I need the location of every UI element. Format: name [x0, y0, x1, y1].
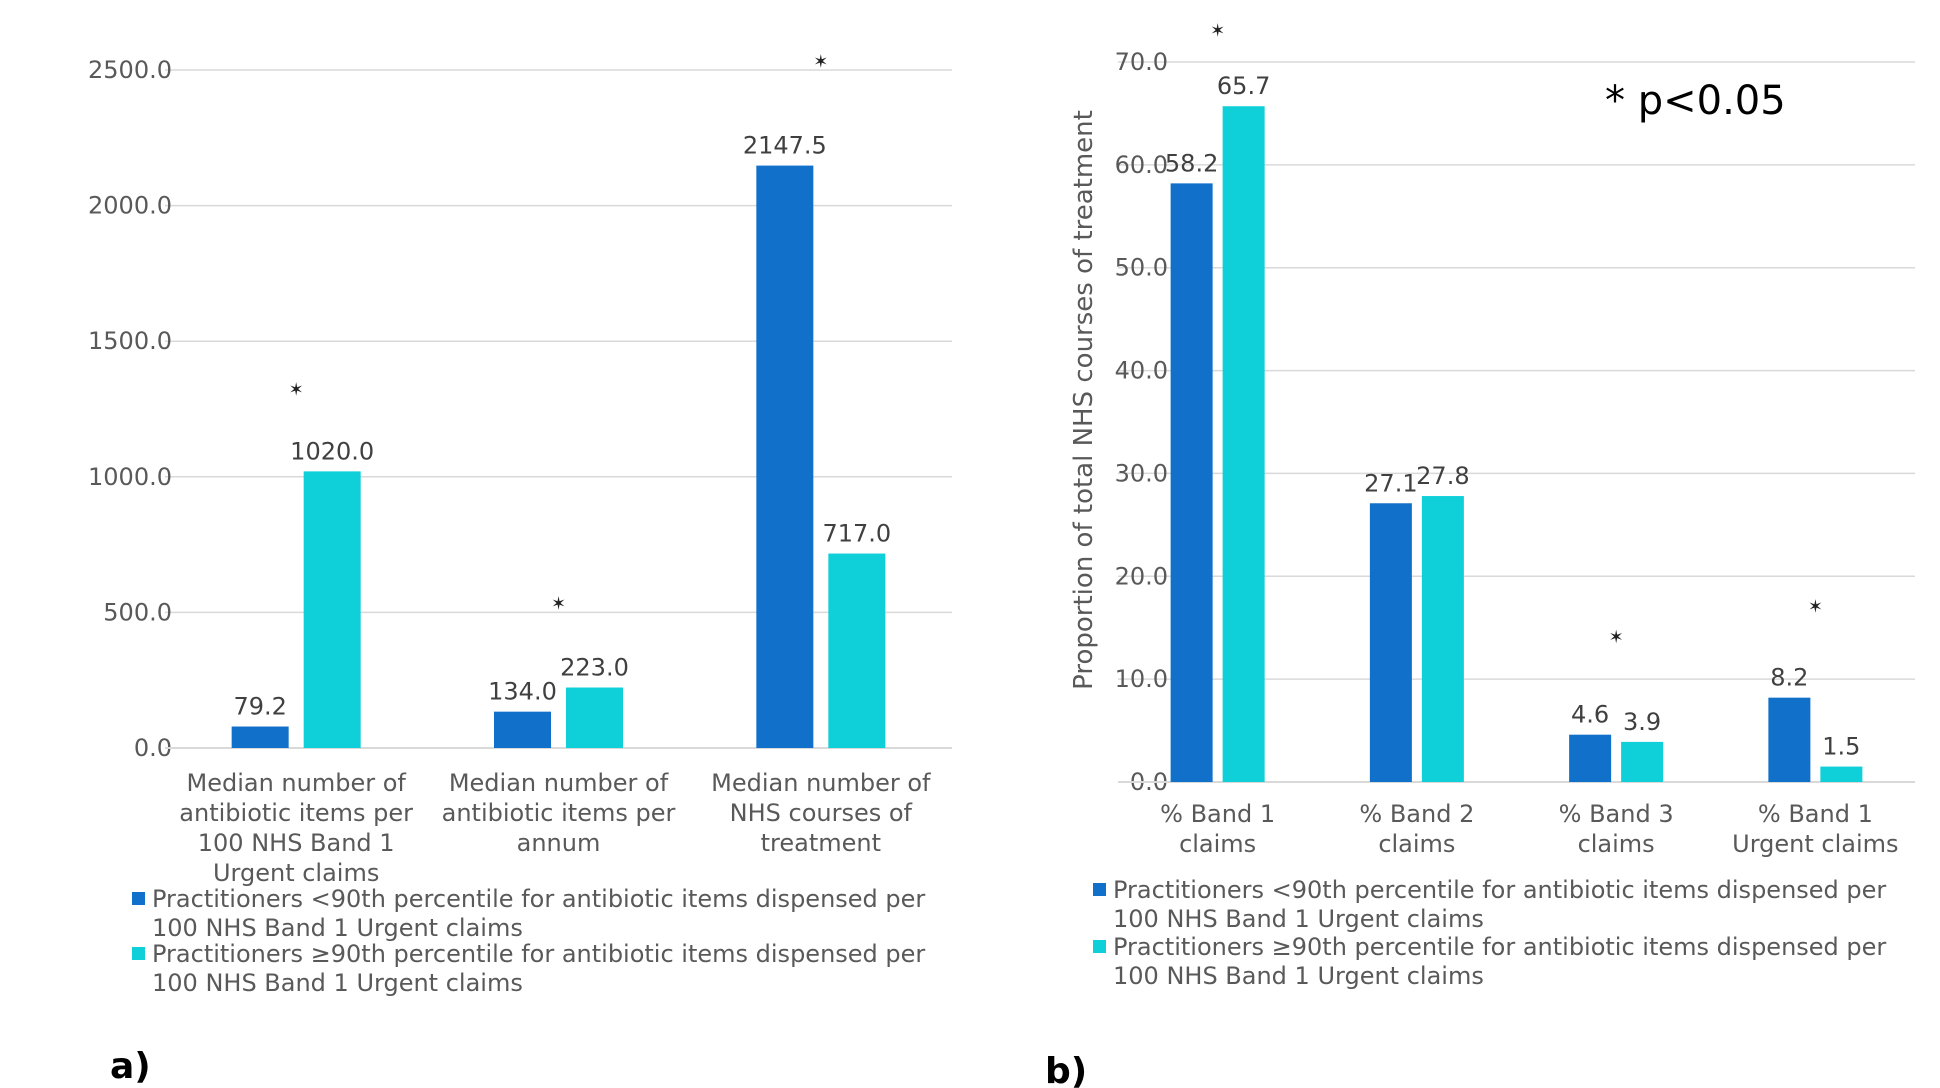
bar-a-s1-c3 [756, 165, 814, 748]
legend-swatch-b-2 [1093, 940, 1106, 953]
x-category-label-a-c3-l1: Median number of [711, 769, 931, 797]
x-category-label-a-c2-l3: annum [517, 829, 601, 857]
data-label-a-s1-c2: 134.0 [488, 678, 557, 706]
significance-marker-a-c1: ✶ [289, 379, 304, 400]
legend-text-b-2-l1: Practitioners ≥90th percentile for antib… [1113, 933, 1886, 961]
bar-b-s1-c4 [1768, 697, 1811, 782]
chart-b: 0.010.020.030.040.050.060.070.0% Band 1c… [1045, 20, 1915, 1088]
legend-text-b-1-l2: 100 NHS Band 1 Urgent claims [1113, 905, 1484, 933]
x-category-label-b-c3-l2: claims [1578, 830, 1655, 858]
x-category-label-a-c1-l2: antibiotic items per [179, 799, 413, 827]
legend-text-a-2-l2: 100 NHS Band 1 Urgent claims [152, 969, 523, 997]
data-label-b-s2-c3: 3.9 [1623, 708, 1661, 736]
legend-text-b-1-l1: Practitioners <90th percentile for antib… [1113, 876, 1886, 904]
significance-marker-b-c3: ✶ [1609, 627, 1624, 648]
x-category-label-a-c3-l3: treatment [761, 829, 881, 857]
y-tick-label-b-7: 70.0 [1115, 48, 1168, 76]
y-tick-label-b-2: 20.0 [1115, 562, 1168, 590]
x-category-label-b-c2-l1: % Band 2 [1359, 800, 1474, 828]
x-category-label-b-c1-l2: claims [1179, 830, 1256, 858]
legend-b: Practitioners <90th percentile for antib… [1093, 876, 1886, 990]
y-tick-label-b-5: 50.0 [1115, 254, 1168, 282]
x-category-label-b-c4-l2: Urgent claims [1732, 830, 1898, 858]
legend-text-a-2-l1: Practitioners ≥90th percentile for antib… [152, 940, 925, 968]
legend-a: Practitioners <90th percentile for antib… [132, 885, 925, 997]
bar-b-s2-c1 [1222, 106, 1265, 782]
x-category-label-b-c2-l2: claims [1378, 830, 1455, 858]
x-category-label-b-c4-l1: % Band 1 [1758, 800, 1873, 828]
significance-marker-b-c1: ✶ [1210, 20, 1225, 41]
y-tick-label-a-3: 1500.0 [88, 327, 172, 355]
data-label-b-s1-c4: 8.2 [1770, 664, 1808, 692]
panel-label-a: a) [110, 1046, 151, 1087]
y-tick-label-a-1: 500.0 [103, 598, 172, 626]
x-category-label-a-c1-l4: Urgent claims [213, 859, 379, 887]
legend-swatch-b-1 [1093, 883, 1106, 896]
bar-b-s1-c2 [1369, 503, 1412, 782]
x-category-label-b-c3-l1: % Band 3 [1559, 800, 1674, 828]
y-axis-title-b: Proportion of total NHS courses of treat… [1069, 110, 1099, 690]
y-tick-label-b-6: 60.0 [1115, 151, 1168, 179]
bar-a-s1-c1 [231, 726, 289, 748]
legend-swatch-a-2 [132, 947, 145, 960]
bar-b-s2-c2 [1421, 496, 1464, 782]
data-label-b-s2-c1: 65.7 [1217, 72, 1270, 100]
x-category-label-a-c2-l1: Median number of [449, 769, 669, 797]
legend-text-a-1-l2: 100 NHS Band 1 Urgent claims [152, 914, 523, 942]
bar-a-s2-c2 [566, 687, 623, 748]
data-label-b-s2-c2: 27.8 [1416, 462, 1469, 490]
significance-note: * p<0.05 [1605, 78, 1786, 124]
bar-a-s2-c3 [828, 553, 886, 748]
data-label-a-s2-c1: 1020.0 [290, 437, 374, 465]
x-category-label-a-c1-l3: 100 NHS Band 1 [198, 829, 395, 857]
y-tick-label-a-5: 2500.0 [88, 56, 172, 84]
bar-a-s1-c2 [494, 711, 551, 748]
panel-label-b: b) [1045, 1051, 1087, 1088]
x-category-label-a-c1-l1: Median number of [186, 769, 406, 797]
data-label-a-s2-c2: 223.0 [560, 654, 629, 682]
bar-b-s1-c1 [1170, 183, 1213, 782]
data-label-b-s1-c3: 4.6 [1571, 701, 1609, 729]
y-tick-label-a-2: 1000.0 [88, 463, 172, 491]
x-category-label-a-c3-l2: NHS courses of [730, 799, 913, 827]
data-label-a-s1-c3: 2147.5 [743, 132, 827, 160]
bar-b-s1-c3 [1569, 734, 1612, 782]
legend-text-a-1-l1: Practitioners <90th percentile for antib… [152, 885, 925, 913]
x-category-label-a-c2-l2: antibiotic items per [442, 799, 676, 827]
y-tick-label-b-1: 10.0 [1115, 665, 1168, 693]
y-tick-label-b-3: 30.0 [1115, 459, 1168, 487]
significance-marker-b-c4: ✶ [1808, 596, 1823, 617]
x-category-label-b-c1-l1: % Band 1 [1160, 800, 1275, 828]
bar-b-s2-c3 [1621, 741, 1664, 782]
y-tick-label-a-4: 2000.0 [88, 192, 172, 220]
legend-text-b-2-l2: 100 NHS Band 1 Urgent claims [1113, 962, 1484, 990]
bar-a-s2-c1 [303, 471, 361, 748]
data-label-b-s1-c1: 58.2 [1165, 149, 1218, 177]
legend-swatch-a-1 [132, 892, 145, 905]
bar-b-s2-c4 [1820, 766, 1863, 782]
y-tick-label-b-4: 40.0 [1115, 357, 1168, 385]
significance-marker-a-c2: ✶ [551, 594, 566, 615]
data-label-a-s1-c1: 79.2 [233, 693, 286, 721]
significance-marker-a-c3: ✶ [813, 51, 828, 72]
data-label-b-s2-c4: 1.5 [1822, 733, 1860, 761]
data-label-b-s1-c2: 27.1 [1364, 469, 1417, 497]
data-label-a-s2-c3: 717.0 [822, 520, 891, 548]
